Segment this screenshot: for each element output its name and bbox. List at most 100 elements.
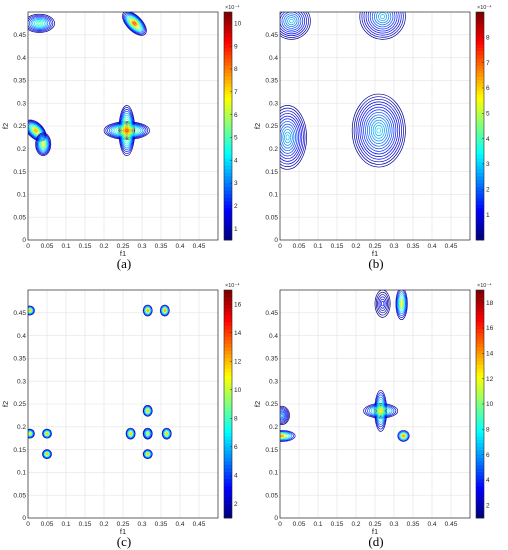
x-tick-label: 0.45 [445,521,458,528]
contour-line [126,15,143,32]
contour-line [163,308,167,313]
contour-peak [142,427,153,440]
x-tick-label: 0.25 [117,521,130,528]
y-tick-label: 0.15 [265,447,278,454]
colorbar-tick-label: 7 [486,60,490,67]
contour-line [399,431,408,441]
colorbar-cell [224,161,232,166]
x-axis-label: f1 [372,249,378,258]
colorbar-cell [224,461,232,465]
colorbar-cell [224,325,232,330]
colorbar-cell [224,204,232,209]
colorbar-cell [476,371,484,376]
contour-line [28,305,35,316]
colorbar-tick-label: 14 [486,351,494,358]
colorbar-cell [476,290,484,294]
colorbar-cell [476,225,484,230]
contour-line [31,126,40,135]
contour-line [162,307,168,314]
panel-b: 0 0.05 0.1 0.15 0.2 0.25 0.3 0.35 0.4 0.4500.050.… [253,4,492,271]
colorbar-cell [224,290,232,294]
colorbar-cell [476,190,484,195]
contour-line [114,125,140,136]
colorbar-exponent: ×10⁻⁴ [477,4,492,11]
colorbar-cell [224,368,232,373]
colorbar-cell [224,147,232,152]
contour-line [371,12,394,28]
colorbar-tick-label: 6 [234,444,238,451]
contour-line [163,429,171,438]
colorbar-cell [476,61,484,66]
colorbar-cell [476,101,484,106]
colorbar-cell [224,197,232,202]
contour-peak [280,105,307,170]
contour-line [365,12,400,34]
contour-line [117,126,136,135]
x-tick-label: 0.4 [175,243,184,250]
contour-line [160,305,170,316]
y-tick-label: 0.2 [269,424,278,431]
contour-line [161,427,172,440]
contour-line [395,290,408,320]
colorbar-cell [224,101,232,106]
colorbar-cell [476,350,484,355]
colorbar-cell [224,493,232,498]
colorbar-cell [476,347,484,351]
contour-line [359,12,406,40]
colorbar-cell [224,26,232,31]
colorbar-cell [476,236,484,241]
colorbar-cell [224,115,232,120]
contour-line [130,19,139,28]
colorbar-cell [224,386,232,391]
contour-line [287,17,296,26]
contour-line [280,412,285,419]
contour-line [35,21,44,26]
contour-line [145,307,151,314]
x-tick-label: 0.05 [41,243,54,250]
x-tick-label: 0.3 [389,521,398,528]
colorbar-cell [476,496,484,501]
colorbar-cell [224,478,232,483]
contour-line [377,399,385,423]
colorbar-cell [224,40,232,45]
x-tick-label: 0.2 [351,521,360,528]
contour-line [124,129,129,132]
x-tick-label: 0.45 [445,243,458,250]
colorbar-exponent: ×10⁻⁴ [225,282,240,289]
colorbar-cell [476,26,484,31]
contour-line [129,18,140,29]
contour-line [162,428,171,439]
contour-line [122,128,131,133]
colorbar-cell [476,503,484,508]
colorbar-cell [224,236,232,241]
colorbar-cell [476,47,484,52]
colorbar-cell [224,118,232,123]
contour-line [28,430,33,437]
colorbar-cell [476,29,484,34]
contour-line [368,117,389,144]
colorbar-cell [476,197,484,202]
colorbar-cell [224,104,232,109]
x-tick-label: 0.3 [137,243,146,250]
x-tick-label: 0.45 [193,521,206,528]
colorbar-cell [476,83,484,88]
colorbar-cell [476,354,484,359]
colorbar-cell [476,293,484,298]
contour-line [376,127,382,134]
contour-line [353,96,404,165]
y-tick-label: 0.45 [13,310,26,317]
colorbar-cell [476,186,484,191]
panel-label: (c) [117,534,131,549]
axes-box [279,11,471,241]
x-axis-label: f1 [372,527,378,536]
contour-line [125,427,136,440]
colorbar-cell [476,464,484,469]
contour-peak [374,290,391,318]
contour-line [127,16,142,31]
colorbar-cell [224,389,232,394]
contour-group [280,12,406,170]
x-tick-label: 0 [278,521,282,528]
colorbar-cell [224,122,232,127]
colorbar-cell [476,165,484,170]
colorbar-cell [224,86,232,91]
